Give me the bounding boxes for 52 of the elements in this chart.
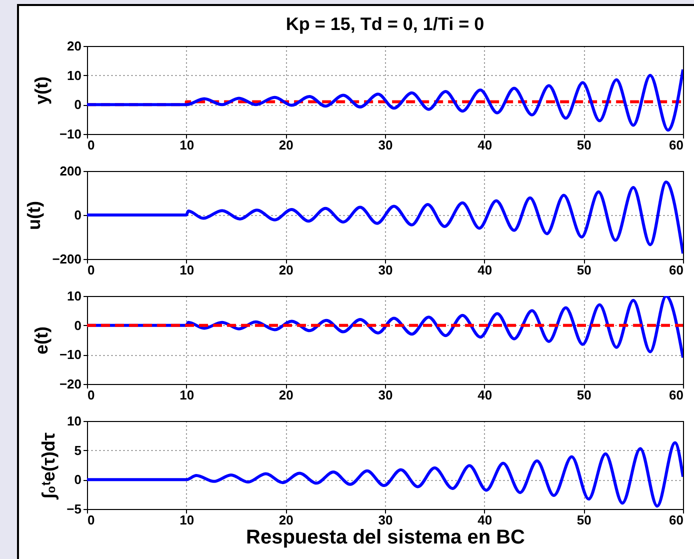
y-tick-label: 10: [67, 288, 82, 304]
y-tick-label: −200: [52, 252, 82, 266]
x-tick-label: 0: [88, 262, 95, 278]
line-series: [87, 180, 683, 255]
x-tick-label: 30: [378, 388, 393, 402]
x-tick-label: 30: [378, 138, 393, 152]
x-tick-label: 20: [278, 262, 294, 278]
x-tick-label: 40: [478, 262, 492, 278]
x-tick-label: 10: [180, 512, 194, 528]
x-tick-label: 40: [478, 388, 492, 402]
y-tick-label: 10: [67, 414, 82, 428]
y-tick-label: −20: [59, 376, 82, 392]
y-tick-label: 0: [74, 97, 82, 112]
x-tick-label: 0: [88, 138, 95, 152]
chart-title: Kp = 15, Td = 0, 1/Ti = 0: [286, 14, 484, 34]
y-tick-label: 200: [60, 164, 82, 178]
y-tick-label: 0: [74, 208, 82, 222]
x-tick-label: 60: [669, 388, 684, 402]
x-tick-label: 0: [88, 512, 95, 528]
x-tick-label: 40: [478, 512, 492, 528]
x-tick-label: 50: [576, 262, 592, 278]
x-tick-label: 10: [180, 262, 194, 278]
x-tick-label: 60: [669, 512, 684, 528]
y-tick-label: 0: [74, 318, 82, 333]
x-tick-label: 20: [278, 388, 294, 402]
x-tick-label: 60: [669, 262, 684, 278]
y-axis-title: ∫₀ᵗe(τ)dτ: [38, 432, 59, 501]
y-axis-title: u(t): [24, 201, 44, 230]
y-tick-label: −5: [66, 502, 82, 516]
y-tick-label: 5: [74, 442, 82, 458]
y-tick-label: 10: [67, 68, 82, 83]
x-tick-label: 60: [669, 138, 684, 152]
x-tick-label: 40: [478, 138, 492, 152]
x-tick-label: 20: [278, 512, 294, 528]
x-tick-label: 50: [576, 138, 592, 152]
y-tick-label: 20: [67, 38, 82, 54]
line-series: [87, 68, 683, 132]
x-axis-title: Respuesta del sistema en BC: [246, 526, 525, 548]
x-tick-label: 50: [576, 512, 592, 528]
x-tick-label: 50: [576, 388, 592, 402]
y-tick-label: 0: [74, 472, 82, 488]
x-tick-label: 30: [378, 262, 393, 278]
x-tick-label: 30: [378, 512, 393, 528]
x-tick-label: 20: [278, 138, 294, 152]
x-tick-label: 10: [180, 388, 194, 402]
y-tick-label: −10: [59, 347, 82, 362]
y-tick-label: −10: [59, 126, 82, 142]
y-axis-title: y(t): [31, 76, 52, 104]
x-tick-label: 10: [180, 138, 194, 152]
line-series: [87, 441, 683, 508]
x-tick-label: 0: [88, 388, 95, 402]
y-axis-title: e(t): [31, 326, 52, 354]
